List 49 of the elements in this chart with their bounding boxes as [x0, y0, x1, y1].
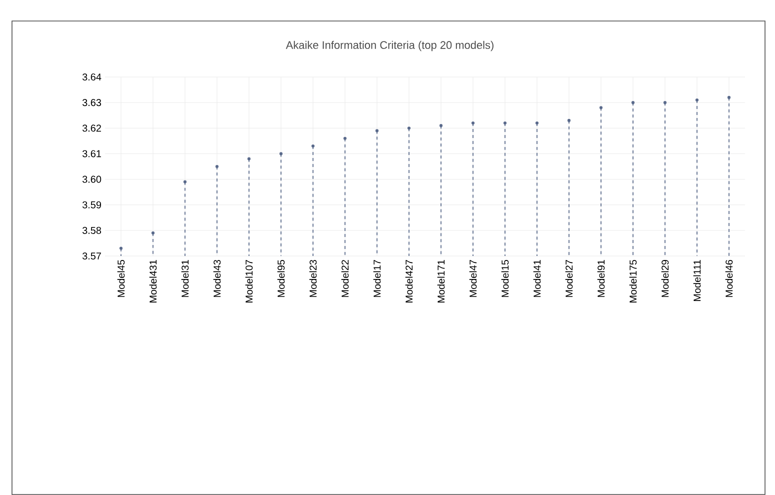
point [727, 96, 731, 100]
x-tick-label: Model15 [501, 260, 509, 297]
x-tick-label: Model27 [565, 260, 573, 297]
x-tick-label: Model46 [725, 260, 733, 297]
x-tick-label: Model427 [405, 260, 413, 302]
point [407, 126, 411, 130]
y-tick-label: 3.62 [82, 124, 101, 132]
point [311, 144, 315, 148]
x-tick-label: Model175 [629, 260, 637, 302]
x-tick-label: Model43 [213, 260, 221, 297]
x-tick-label: Model41 [533, 260, 541, 297]
x-tick-label: Model171 [437, 260, 445, 302]
x-tick-label: Model22 [341, 260, 349, 297]
y-tick-label: 3.58 [82, 226, 102, 234]
x-tick-label: Model23 [309, 260, 317, 297]
point [663, 101, 667, 104]
chart-title: Akaike Information Criteria (top 20 models) [286, 40, 494, 52]
point [119, 246, 123, 250]
x-tick-label: Model91 [597, 260, 605, 297]
y-tick-label: 3.61 [82, 150, 101, 158]
x-tick-label: Model107 [245, 260, 253, 302]
x-tick-label: Model29 [661, 260, 669, 297]
point [343, 136, 347, 140]
point [151, 231, 155, 235]
point [695, 98, 699, 102]
point [183, 180, 187, 184]
x-tick-label: Model47 [469, 260, 477, 297]
point [279, 152, 283, 156]
x-tick-label: Model95 [277, 260, 285, 297]
x-tick-label: Model17 [373, 260, 381, 297]
point [215, 164, 219, 168]
x-tick-label: Model431 [149, 260, 157, 302]
point [599, 106, 603, 110]
point [439, 124, 443, 128]
point [631, 101, 635, 104]
y-tick-label: 3.60 [82, 176, 102, 183]
x-tick-label: Model45 [117, 260, 125, 297]
point [471, 121, 475, 125]
y-tick-label: 3.64 [82, 73, 102, 81]
x-tick-label: Model31 [181, 260, 189, 297]
y-tick-label: 3.59 [82, 201, 102, 208]
point [247, 157, 251, 160]
point [503, 121, 507, 125]
point [567, 118, 571, 122]
y-tick-label: 3.63 [82, 99, 102, 106]
point [375, 129, 379, 132]
point [535, 121, 539, 125]
x-tick-label: Model111 [693, 260, 701, 301]
y-tick-label: 3.57 [82, 252, 101, 260]
